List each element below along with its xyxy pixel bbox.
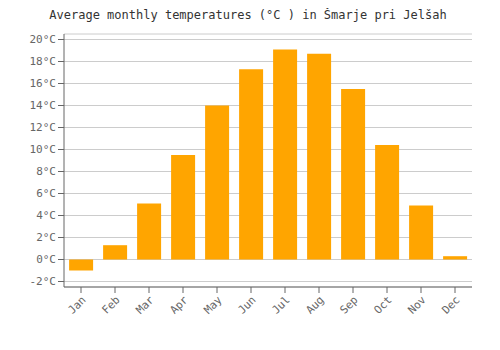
svg-text:Feb: Feb <box>99 293 122 316</box>
html-text:Average monthly temperatures (: Average monthly temperatures (°C ) in Šm… <box>49 8 447 22</box>
svg-text:Dec: Dec <box>439 293 462 316</box>
svg-text:-2°C: -2°C <box>30 275 57 288</box>
svg-text:0°C: 0°C <box>36 253 56 266</box>
svg-text:2°C: 2°C <box>36 231 56 244</box>
svg-text:10°C: 10°C <box>30 143 57 156</box>
svg-text:Jun: Jun <box>235 293 258 316</box>
svg-text:Jul: Jul <box>269 293 292 316</box>
svg-text:Nov: Nov <box>405 293 429 317</box>
svg-text:6°C: 6°C <box>36 187 56 200</box>
svg-text:16°C: 16°C <box>30 77 57 90</box>
svg-text:12°C: 12°C <box>30 121 57 134</box>
svg-text:Sep: Sep <box>337 293 360 316</box>
svg-text:Aug: Aug <box>303 293 326 316</box>
svg-text:Jan: Jan <box>65 293 88 316</box>
svg-text:18°C: 18°C <box>30 55 57 68</box>
svg-text:Oct: Oct <box>371 293 394 316</box>
svg-text:4°C: 4°C <box>36 209 56 222</box>
svg-text:8°C: 8°C <box>36 165 56 178</box>
svg-text:20°C: 20°C <box>30 33 57 46</box>
svg-text:Apr: Apr <box>167 293 191 317</box>
svg-text:14°C: 14°C <box>30 99 57 112</box>
svg-text:May: May <box>201 293 225 317</box>
svg-text:Mar: Mar <box>133 293 157 317</box>
